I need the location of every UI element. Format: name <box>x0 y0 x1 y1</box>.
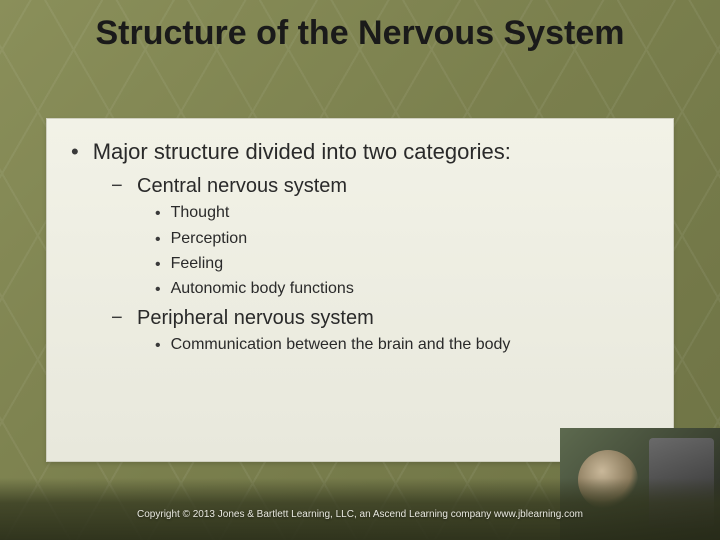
bullet-text: Major structure divided into two categor… <box>93 139 511 165</box>
slide: Structure of the Nervous System • Major … <box>0 0 720 540</box>
copyright-text: Copyright © 2013 Jones & Bartlett Learni… <box>0 509 720 520</box>
bullet-level-3: • Thought <box>155 204 649 223</box>
slide-title: Structure of the Nervous System <box>0 0 720 53</box>
dot-icon: • <box>155 204 161 223</box>
bullet-level-3: • Communication between the brain and th… <box>155 336 649 355</box>
item-text: Perception <box>171 230 248 248</box>
bullet-level-3: • Feeling <box>155 255 649 274</box>
category-label: Peripheral nervous system <box>137 307 374 330</box>
dot-icon: • <box>155 230 161 249</box>
dot-icon: • <box>155 336 161 355</box>
bullet-level-3: • Perception <box>155 230 649 249</box>
dot-icon: • <box>155 280 161 299</box>
category-label: Central nervous system <box>137 175 347 198</box>
dash-icon: − <box>111 175 125 198</box>
bullet-level-1: • Major structure divided into two categ… <box>71 139 649 165</box>
item-text: Feeling <box>171 255 223 273</box>
bullet-level-3: • Autonomic body functions <box>155 280 649 299</box>
bullet-level-2: − Central nervous system <box>111 175 649 198</box>
dash-icon: − <box>111 307 125 330</box>
item-text: Autonomic body functions <box>171 280 354 298</box>
dot-icon: • <box>155 255 161 274</box>
item-text: Thought <box>171 204 230 222</box>
bullet-icon: • <box>71 139 79 165</box>
content-panel: • Major structure divided into two categ… <box>46 118 674 462</box>
bullet-level-2: − Peripheral nervous system <box>111 307 649 330</box>
item-text: Communication between the brain and the … <box>171 336 511 354</box>
